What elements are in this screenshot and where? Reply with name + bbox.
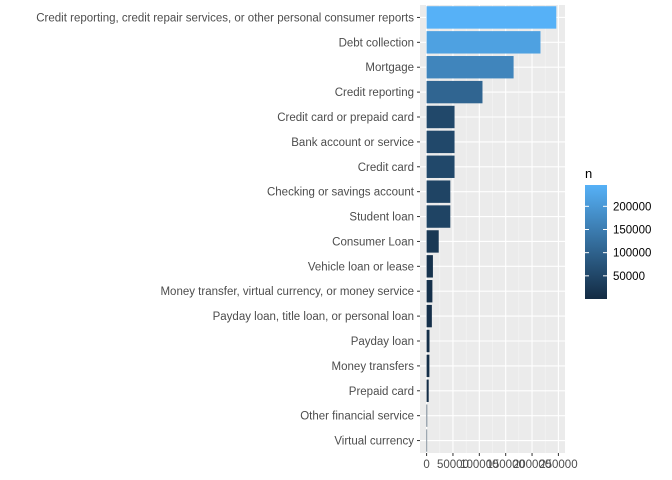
legend-ticks: 50000 100000 150000 200000 [585,201,651,283]
bar [426,31,541,54]
category-label: Other financial service [300,411,414,423]
bar [426,205,451,228]
bar [426,6,557,29]
category-label: Virtual currency [334,436,414,448]
bar [426,379,429,402]
category-label: Mortgage [365,62,414,74]
category-label: Payday loan, title loan, or personal loa… [213,311,414,323]
x-tick-label: 50000 [437,459,469,471]
bar [426,354,430,378]
legend-label: 100000 [613,248,651,260]
bar [426,304,432,328]
bar [426,280,433,303]
bar [426,105,455,129]
x-tick-label: 150000 [486,459,524,471]
legend-colorbar [585,185,607,299]
x-tick-label: 250000 [539,459,577,471]
bar [426,230,439,253]
category-label: Credit card [358,162,414,174]
category-label: Debt collection [339,37,414,49]
bar [426,180,451,203]
x-tick-label: 200000 [513,459,551,471]
color-legend: n 50000 100000 150000 200000 [585,166,651,299]
category-label: Vehicle loan or lease [308,261,414,273]
bar [426,429,428,452]
legend-label: 200000 [613,201,651,213]
legend-title: n [585,166,592,181]
bar [426,56,514,79]
bar [426,155,455,178]
bar [426,329,430,353]
bars-group [426,6,557,452]
category-label: Credit card or prepaid card [277,112,414,124]
category-label: Credit reporting, credit repair services… [36,12,414,24]
bar [426,130,455,154]
category-label: Money transfers [332,361,415,373]
bar [426,255,433,278]
category-label: Consumer Loan [332,236,414,248]
category-label: Money transfer, virtual currency, or mon… [160,286,414,298]
bar [426,80,483,104]
category-labels: Credit reporting, credit repair services… [36,12,420,448]
category-label: Bank account or service [291,137,414,149]
x-tick-label: 0 [423,459,429,471]
minor-gridlines [439,5,546,453]
category-label: Credit reporting [335,87,414,99]
category-label: Student loan [349,212,414,224]
major-gridlines [420,5,565,453]
legend-label: 150000 [613,224,651,236]
category-label: Checking or savings account [267,187,415,199]
legend-label: 50000 [613,271,645,283]
bar [426,404,428,427]
x-tick-label: 100000 [460,459,498,471]
category-label: Payday loan [351,336,414,348]
category-label: Prepaid card [349,386,414,398]
